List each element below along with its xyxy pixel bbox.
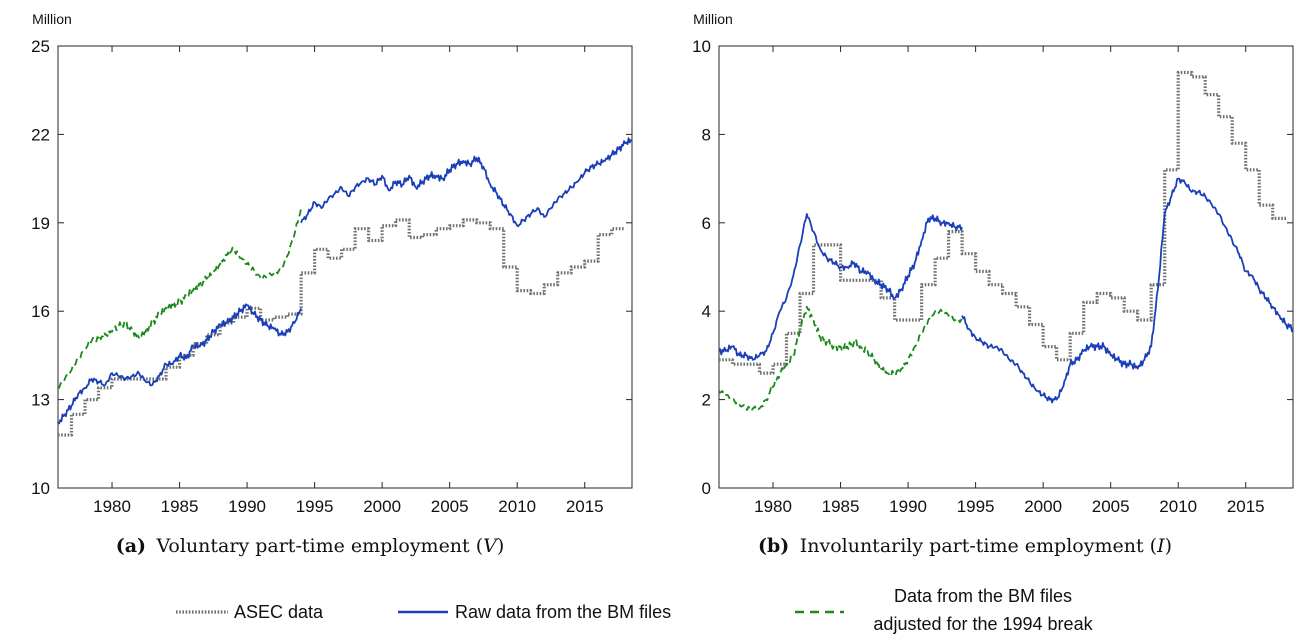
x-tick-label-b: 2005 (1092, 497, 1130, 516)
series-line-asec-a (58, 218, 626, 437)
caption-b-symbol: I (1156, 535, 1165, 557)
x-tick-label-a: 2000 (363, 497, 401, 516)
y-tick-label-a: 10 (31, 479, 50, 498)
caption-b-label: (b) (758, 535, 789, 557)
x-tick-label-b: 2000 (1024, 497, 1062, 516)
y-tick-label-a: 16 (31, 302, 50, 321)
series-line-adjusted-b (719, 305, 963, 412)
y-tick-label-b: 0 (702, 479, 711, 498)
series-line-raw-a (58, 137, 632, 425)
caption-b-text: Involuntarily part-time employment ( (800, 535, 1157, 557)
y-tick-label-a: 19 (31, 214, 50, 233)
x-tick-label-b: 1990 (889, 497, 927, 516)
y-tick-label-a: 22 (31, 125, 50, 144)
y-tick-label-b: 4 (702, 302, 711, 321)
x-tick-label-a: 1995 (296, 497, 334, 516)
x-tick-label-a: 1980 (93, 497, 131, 516)
x-tick-label-b: 2015 (1227, 497, 1265, 516)
panel-voluntary-part-time: Million 10 13 16 19 22 25 1980 1985 1990 1995 2000 2… (31, 11, 633, 516)
x-tick-label-b: 2010 (1159, 497, 1197, 516)
plot-frame-b (718, 45, 1294, 489)
unit-label-b: Million (693, 11, 733, 27)
x-tick-label-b: 1980 (754, 497, 792, 516)
x-tick-label-a: 2010 (498, 497, 536, 516)
series-line-adjusted-a (58, 207, 302, 389)
caption-b: (b) Involuntarily part-time employment (… (758, 535, 1172, 557)
y-tick-label-b: 6 (702, 214, 711, 233)
caption-a: (a) Voluntary part-time employment (V) (116, 535, 505, 557)
legend-label-adjusted-line2: adjusted for the 1994 break (873, 614, 1093, 634)
x-tick-label-a: 1990 (228, 497, 266, 516)
legend-label-raw: Raw data from the BM files (455, 602, 671, 622)
plot-frame-a (57, 45, 633, 489)
x-tick-label-a: 2015 (566, 497, 604, 516)
x-tick-label-b: 1985 (822, 497, 860, 516)
x-tick-label-a: 2005 (431, 497, 469, 516)
series-line-raw-b (719, 177, 1293, 404)
caption-a-label: (a) (116, 535, 146, 557)
legend-label-adjusted-line1: Data from the BM files (894, 586, 1072, 606)
y-tick-label-b: 8 (702, 125, 711, 144)
x-tick-label-a: 1985 (161, 497, 199, 516)
panel-involuntary-part-time: Million 0 2 4 6 8 10 1980 1985 1990 1995 2000 2005 20… (692, 11, 1294, 516)
caption-b-close: ) (1165, 535, 1172, 557)
y-tick-label-a: 13 (31, 391, 50, 410)
y-tick-label-b: 10 (692, 37, 711, 56)
y-tick-label-a: 25 (31, 37, 50, 56)
x-tick-label-b: 1995 (957, 497, 995, 516)
legend: ASEC data Raw data from the BM files Dat… (176, 586, 1094, 634)
unit-label-a: Million (32, 11, 72, 27)
y-tick-label-b: 2 (702, 391, 711, 410)
caption-a-close: ) (497, 535, 504, 557)
caption-a-text: Voluntary part-time employment ( (155, 535, 483, 557)
caption-a-symbol: V (483, 535, 499, 557)
legend-label-asec: ASEC data (234, 602, 324, 622)
